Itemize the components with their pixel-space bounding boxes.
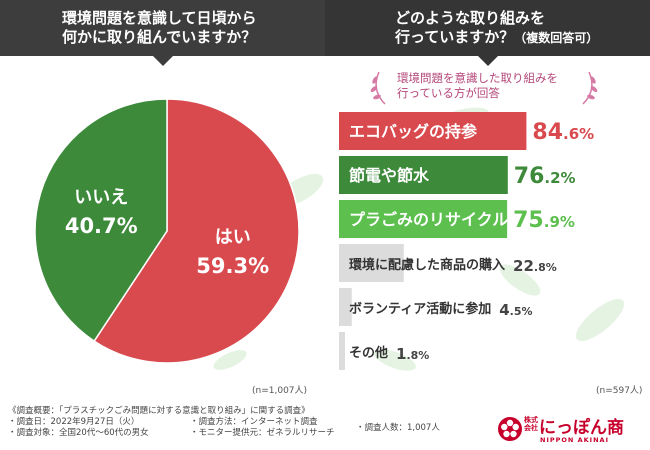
pie-slice-value-0: 59.3% <box>196 254 269 278</box>
laurel-left-icon <box>370 71 386 105</box>
bar-2 <box>339 200 508 238</box>
bar-5 <box>339 332 345 370</box>
bar-0 <box>339 112 527 150</box>
survey-title: 《調査概要：「プラスチックごみ問題に対する意識と取り組み」に関する調査》 <box>8 406 310 416</box>
bar-3 <box>339 244 404 282</box>
laurel-right-icon <box>582 71 598 105</box>
survey-summary: 《調査概要：「プラスチックごみ問題に対する意識と取り組み」に関する調査》 ・調査… <box>8 406 310 439</box>
bar-label-1: 節電や節水 <box>348 166 430 185</box>
bar-value-1: 76.2% <box>514 164 576 189</box>
bar-value-4: 4.5% <box>499 301 532 319</box>
survey-monitor: ・モニター提供元：ゼネラルリサーチ <box>190 428 335 438</box>
pie-slice-label-0: はい <box>215 227 251 248</box>
bar-n-label: (n=597人) <box>596 386 643 396</box>
bar-label-2: プラごみのリサイクル <box>349 210 508 229</box>
survey-date: ・調査日：2022年9月27日（火） <box>8 417 140 427</box>
left-header: 環境問題を意識して日頃から 何かに取り組んでいますか？ <box>0 0 325 56</box>
logo-english: NIPPON AKINAI <box>540 436 609 444</box>
right-header-line1: どのような取り組みを <box>395 9 546 27</box>
bar-value-0: 84.6% <box>532 120 594 145</box>
pie-chart: はい 59.3% いいえ 40.7% <box>32 96 302 366</box>
bar-4 <box>339 288 352 326</box>
pie-slice-value-1: 40.7% <box>65 214 138 238</box>
logo-name: にっぽん商 <box>539 418 624 438</box>
bar-label-3: 環境に配慮した商品の購入 <box>349 257 505 273</box>
right-header-pointer <box>478 56 498 66</box>
survey-method: ・調査方法：インターネット調査 <box>190 417 318 427</box>
bar-value-2: 75.9% <box>513 208 575 233</box>
left-header-line1: 環境問題を意識して日頃から <box>62 9 257 27</box>
bar-value-3: 22.8% <box>513 257 557 275</box>
bar-1 <box>339 156 508 194</box>
logo-kabushiki: 株式 <box>524 416 538 424</box>
bar-label-0: エコバッグの持参 <box>349 122 478 141</box>
bar-chart: エコバッグの持参 84.6% 節電や節水 76.2% プラごみのリサイクル 75.9% 環境… <box>335 108 645 388</box>
left-header-pointer <box>153 56 173 66</box>
bar-value-5: 1.8% <box>396 345 429 363</box>
respondent-note: 環境問題を意識した取り組みを 行っている方が回答 <box>345 68 630 106</box>
pie-slice-0 <box>93 98 300 364</box>
survey-count: ・調査人数：1,007人 <box>356 423 440 433</box>
bar-label-4: ボランティア活動に参加 <box>349 301 491 317</box>
right-header: どのような取り組みを 行っていますか？（複数回答可） <box>325 0 650 56</box>
company-logo: 株式 会社 にっぽん商 NIPPON AKINAI <box>497 413 642 445</box>
survey-target: ・調査対象：全国20代～60代の男女 <box>8 428 149 438</box>
logo-kaisha: 会社 <box>524 424 538 432</box>
bar-label-5: その他 <box>349 345 388 361</box>
pie-n-label: (n=1,007人) <box>252 386 308 396</box>
note-line2: 行っている方が回答 <box>397 86 500 100</box>
flower-logo-icon <box>498 417 522 441</box>
right-header-note: （複数回答可） <box>514 31 599 45</box>
left-header-line2: 何かに取り組んでいますか？ <box>62 28 257 46</box>
note-line1: 環境問題を意識した取り組みを <box>397 71 558 85</box>
right-header-line2: 行っていますか？ <box>395 28 515 46</box>
pie-slice-label-1: いいえ <box>74 187 128 208</box>
pie-slice-1 <box>34 98 168 343</box>
